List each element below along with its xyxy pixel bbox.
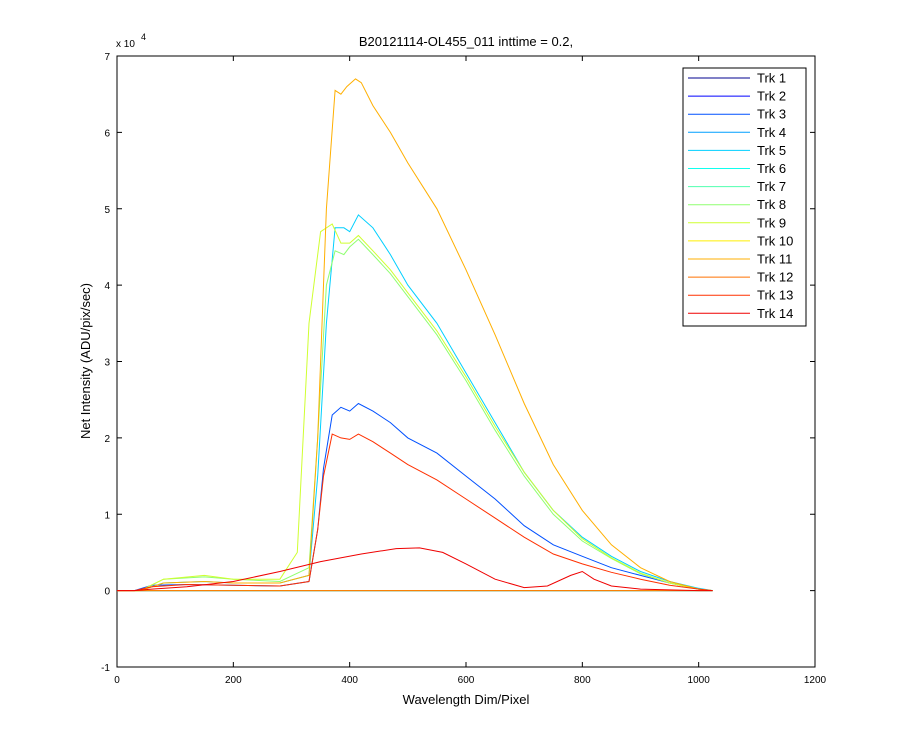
legend-box xyxy=(682,67,807,327)
legend-label: Trk 12 xyxy=(757,270,793,285)
legend-label: Trk 5 xyxy=(757,143,786,158)
legend-label: Trk 13 xyxy=(757,288,793,303)
x-tick-label: 1200 xyxy=(804,675,827,686)
y-tick-label: 6 xyxy=(104,128,110,139)
series-line-8 xyxy=(117,238,713,592)
y-tick-label: 0 xyxy=(104,587,110,598)
legend-label: Trk 3 xyxy=(757,107,786,122)
y-tick-label: 2 xyxy=(104,434,110,445)
y-tick-label: 7 xyxy=(104,52,110,63)
legend-label: Trk 11 xyxy=(757,252,792,267)
series-line-14 xyxy=(117,547,713,592)
y-tick-label: 5 xyxy=(104,205,110,216)
legend-label: Trk 9 xyxy=(757,215,786,230)
legend-label: Trk 2 xyxy=(757,89,786,104)
y-tick-label: 4 xyxy=(104,281,110,292)
chart-title: B20121114-OL455_011 inttime = 0.2, xyxy=(359,34,573,49)
x-tick-label: 0 xyxy=(114,675,120,686)
legend-label: Trk 8 xyxy=(757,197,786,212)
legend: Trk 1 Trk 2 Trk 3 Trk 4 Trk 5 Trk 6 Trk 7 Trk 8… xyxy=(682,67,807,327)
series-line-11 xyxy=(117,78,713,592)
y-axis-label: Net Intensity (ADU/pix/sec) xyxy=(78,283,93,439)
y-multiplier-label: x 10 xyxy=(116,39,135,50)
axis-ticks: 0 200 400 600 800 1000 1200 -1 0 1 2 3 4 5 6 7 xyxy=(101,52,826,686)
x-tick-label: 200 xyxy=(225,675,242,686)
x-tick-label: 1000 xyxy=(688,675,711,686)
legend-label: Trk 10 xyxy=(757,233,793,248)
y-multiplier-exponent: 4 xyxy=(141,32,146,42)
x-tick-label: 600 xyxy=(458,675,475,686)
legend-label: Trk 7 xyxy=(757,179,786,194)
y-tick-label: -1 xyxy=(101,663,110,674)
series-line-13 xyxy=(117,433,713,592)
legend-label: Trk 1 xyxy=(757,71,786,86)
x-axis-label: Wavelength Dim/Pixel xyxy=(403,692,530,707)
legend-label: Trk 14 xyxy=(757,306,793,321)
series-lines xyxy=(117,78,713,592)
x-tick-label: 800 xyxy=(574,675,591,686)
series-line-9 xyxy=(117,223,713,592)
y-tick-label: 3 xyxy=(104,358,110,369)
y-tick-label: 1 xyxy=(104,510,110,521)
legend-label: Trk 4 xyxy=(757,125,786,140)
legend-label: Trk 6 xyxy=(757,161,786,176)
x-tick-label: 400 xyxy=(341,675,358,686)
